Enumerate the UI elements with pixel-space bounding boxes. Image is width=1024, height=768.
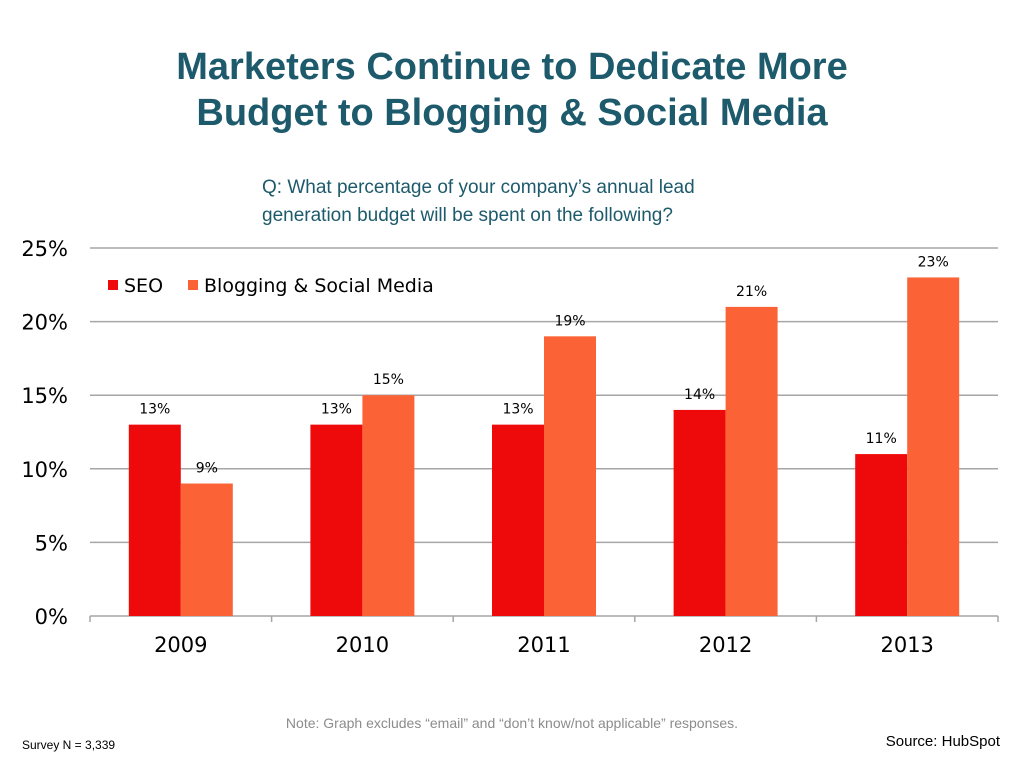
data-label: 15% xyxy=(373,372,404,388)
x-tick-label: 2013 xyxy=(880,633,933,657)
y-tick-label: 10% xyxy=(21,458,68,482)
source-credit: Source: HubSpot xyxy=(885,733,1000,750)
survey-question-line-1: Q: What percentage of your company’s ann… xyxy=(262,177,695,198)
bar-blogging xyxy=(544,336,596,616)
survey-size: Survey N = 3,339 xyxy=(22,738,116,752)
survey-question-line-2: generation budget will be spent on the f… xyxy=(262,205,673,226)
data-label: 19% xyxy=(554,313,585,329)
legend-label-blogging: Blogging & Social Media xyxy=(204,275,434,297)
data-label: 11% xyxy=(866,431,897,447)
data-label: 13% xyxy=(139,402,170,418)
y-tick-label: 5% xyxy=(35,531,68,555)
legend-swatch-blogging xyxy=(188,280,198,290)
bar-chart: 0% 5% 10% 15% 20% 25% 13% 9% 2009 13% 15% 2010 13% 19… xyxy=(21,237,999,657)
legend-swatch-seo xyxy=(108,280,118,290)
data-label: 13% xyxy=(502,402,533,418)
legend-label-seo: SEO xyxy=(124,275,163,297)
y-tick-label: 20% xyxy=(21,311,68,335)
bar-seo xyxy=(673,409,726,616)
x-tick-label: 2009 xyxy=(154,633,207,657)
data-label: 23% xyxy=(918,254,949,270)
survey-question: Q: What percentage of your company’s ann… xyxy=(262,174,822,230)
x-tick-label: 2010 xyxy=(336,633,389,657)
slide-title-line-1: Marketers Continue to Dedicate More xyxy=(176,46,848,88)
slide-title-line-2: Budget to Blogging & Social Media xyxy=(196,92,828,134)
data-label: 14% xyxy=(684,387,715,403)
x-tick-label: 2011 xyxy=(517,633,570,657)
y-tick-label: 0% xyxy=(35,605,68,629)
data-label: 13% xyxy=(321,402,352,418)
bar-seo xyxy=(855,454,908,616)
data-label: 9% xyxy=(196,461,218,477)
bar-blogging xyxy=(362,395,415,616)
bar-blogging xyxy=(907,277,960,616)
y-tick-label: 25% xyxy=(21,237,68,261)
x-tick-label: 2012 xyxy=(699,633,752,657)
bar-blogging xyxy=(180,483,233,616)
slide-title: Marketers Continue to Dedicate More Budg… xyxy=(0,44,1024,136)
footnote: Note: Graph excludes “email” and “don’t … xyxy=(285,715,739,731)
y-tick-label: 15% xyxy=(21,384,68,408)
bar-blogging xyxy=(725,306,778,616)
data-label: 21% xyxy=(736,284,767,300)
bar-seo xyxy=(310,424,363,616)
bar-seo xyxy=(492,424,544,616)
bar-seo xyxy=(128,424,181,616)
